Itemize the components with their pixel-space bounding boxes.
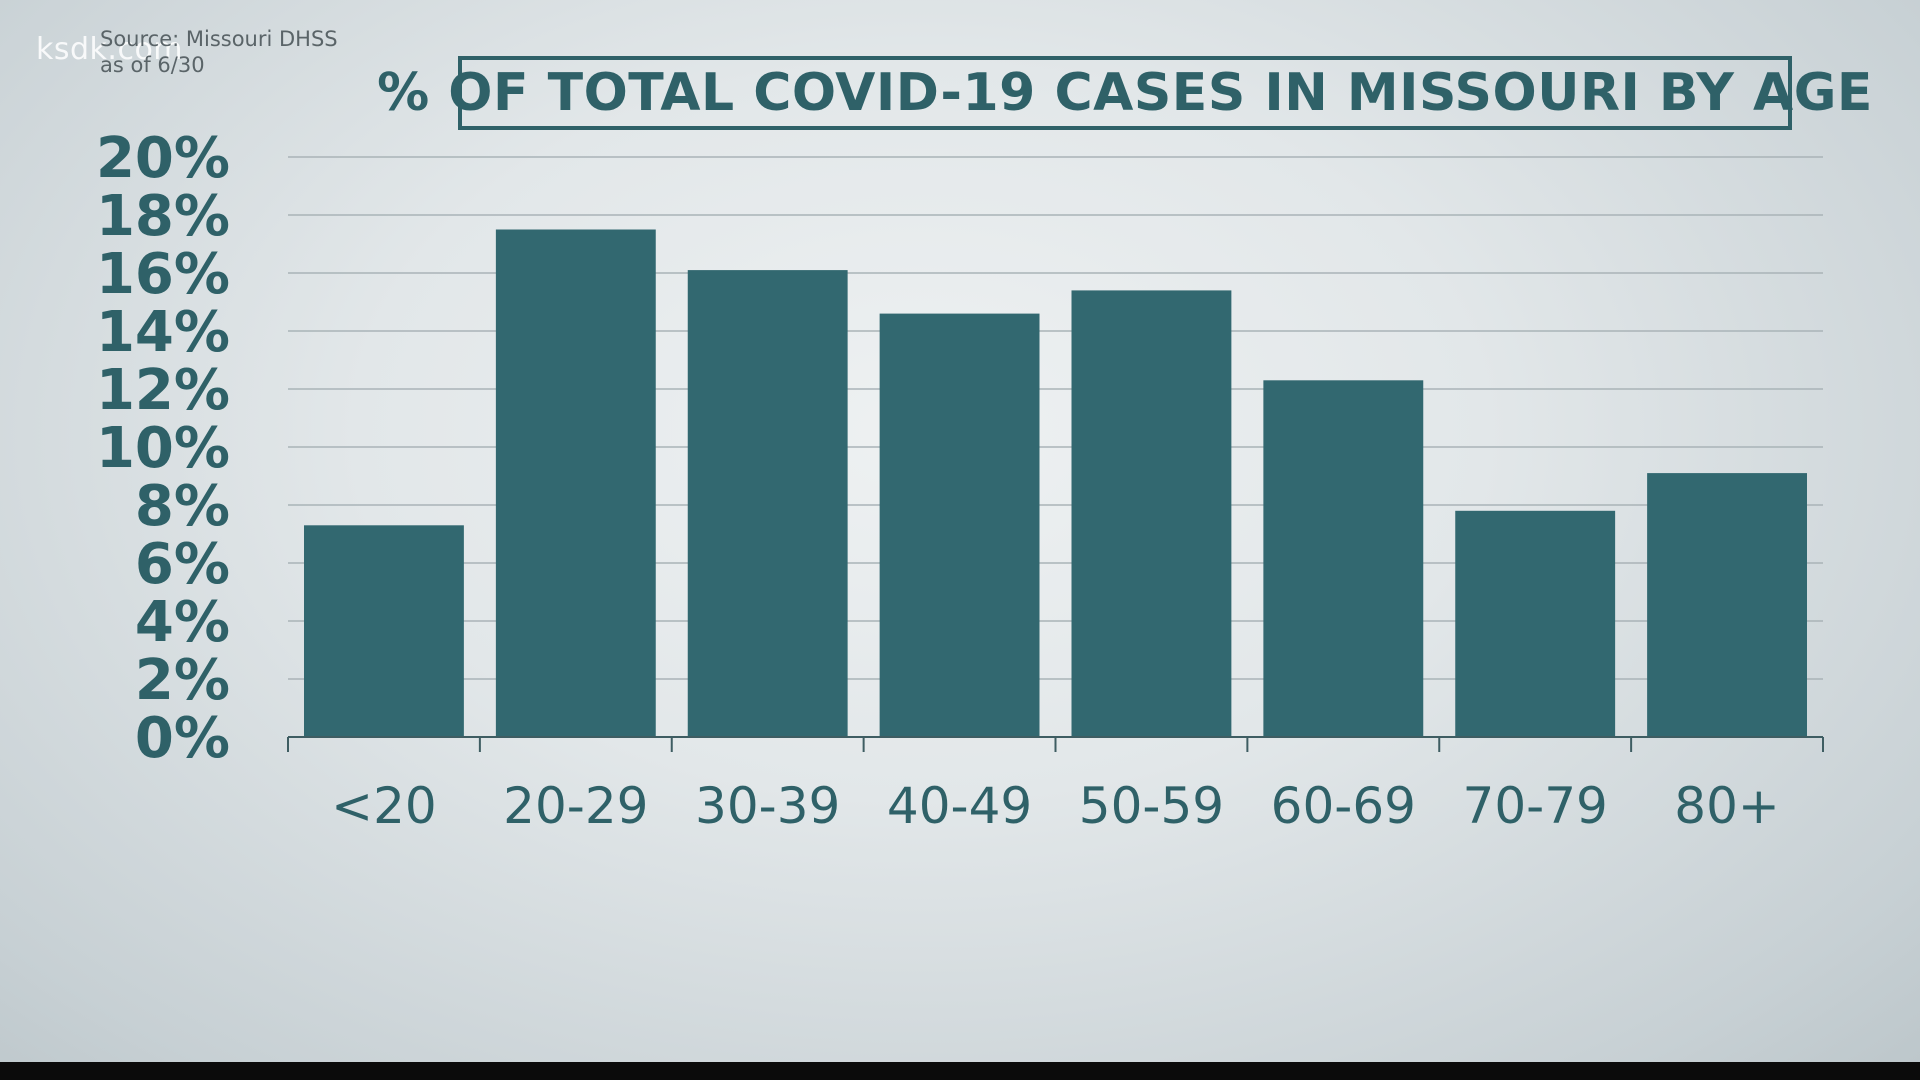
bar-20	[304, 525, 464, 737]
y-tick-label: 6%	[135, 532, 230, 597]
y-tick-label: 10%	[96, 416, 230, 481]
y-tick-label: 8%	[135, 474, 230, 539]
bar-40-49	[879, 313, 1040, 737]
bar-30-39	[687, 270, 848, 737]
y-tick-label: 18%	[96, 184, 230, 249]
x-tick-label: 50-59	[1079, 777, 1224, 835]
y-tick-label: 12%	[96, 358, 230, 423]
x-tick-label: <20	[331, 777, 437, 835]
date-line: as of 6/30	[100, 53, 205, 78]
y-tick-label: 16%	[96, 242, 230, 307]
x-tick-label: 60-69	[1271, 777, 1416, 835]
bar-70-79	[1455, 510, 1616, 737]
y-tick-label: 20%	[96, 126, 230, 191]
station-watermark: ksdk.com	[36, 32, 184, 67]
y-tick-label: 2%	[135, 648, 230, 713]
source-note: Source: Missouri DHSS as of 6/30	[100, 26, 338, 79]
chart-title-box: % OF TOTAL COVID-19 CASES IN MISSOURI BY…	[377, 56, 1872, 130]
x-tick-label: 40-49	[887, 777, 1032, 835]
bar-20-29	[495, 229, 656, 737]
source-line: Source: Missouri DHSS	[100, 27, 338, 51]
chart-title: % OF TOTAL COVID-19 CASES IN MISSOURI BY…	[377, 63, 1873, 123]
y-tick-label: 4%	[135, 590, 230, 655]
bottom-bar	[0, 1062, 1920, 1080]
x-tick-label: 80+	[1674, 777, 1780, 835]
x-tick-label: 70-79	[1463, 777, 1608, 835]
y-tick-label: 14%	[96, 300, 230, 365]
bar-60-69	[1263, 380, 1424, 737]
x-tick-label: 20-29	[503, 777, 648, 835]
y-tick-label: 0%	[135, 706, 230, 771]
x-tick-label: 30-39	[695, 777, 840, 835]
bar-80	[1647, 473, 1807, 737]
bar-50-59	[1071, 290, 1232, 737]
